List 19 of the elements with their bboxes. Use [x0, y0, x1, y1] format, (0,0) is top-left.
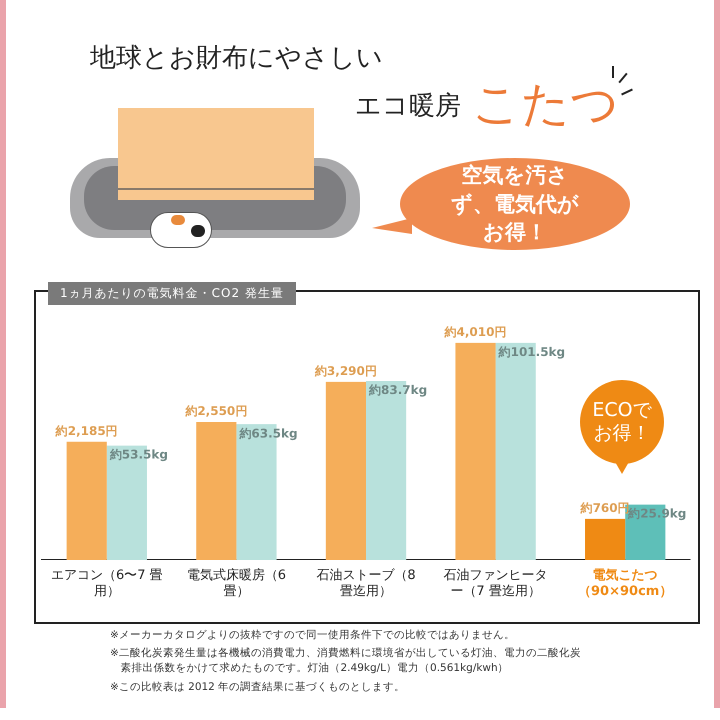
data-label: 約101.5kg — [498, 345, 566, 360]
text: ※二酸化炭素発生量は各機械の消費電力、消費燃料に環境省が出している灯油、電力の二酸化炭素排出係数をかけて求めたものです。灯油（2.49kg/L）電力（0.561kg/kwh） — [110, 646, 582, 676]
x-tick-label: 石油ファンヒーター（7 畳迄用） — [442, 568, 549, 600]
x-tick-label: エアコン（6〜7 畳用） — [50, 568, 163, 600]
x-tick-label: 石油ストーブ（8 畳迄用） — [315, 568, 417, 600]
chart-title: 1ヵ月あたりの電気料金・CO2 発生量 — [48, 282, 296, 305]
x-tick-label: 電気こたつ（90×90cm） — [577, 568, 674, 600]
data-label: 約3,290円 — [314, 364, 377, 378]
text: ※メーカーカタログよりの抜粋ですので同一使用条件下での比較ではありません。 — [110, 628, 516, 643]
text: ※この比較表は 2012 年の調査結果に基づくものとします。 — [110, 680, 406, 695]
data-label: 約2,550円 — [184, 404, 248, 418]
x-tick-label: 電気式床暖房（6畳） — [186, 568, 288, 600]
annotation: ECOでお得！ — [580, 380, 664, 464]
text: 地球とお財布にやさしい — [90, 42, 383, 75]
data-label: 約4,010円 — [444, 325, 506, 340]
data-label: 約2,185円 — [54, 424, 118, 438]
text: エコ暖房 — [355, 90, 461, 123]
text: こたつ — [472, 75, 619, 134]
text: 空気を汚さず、電気代がお得！ — [400, 158, 630, 250]
